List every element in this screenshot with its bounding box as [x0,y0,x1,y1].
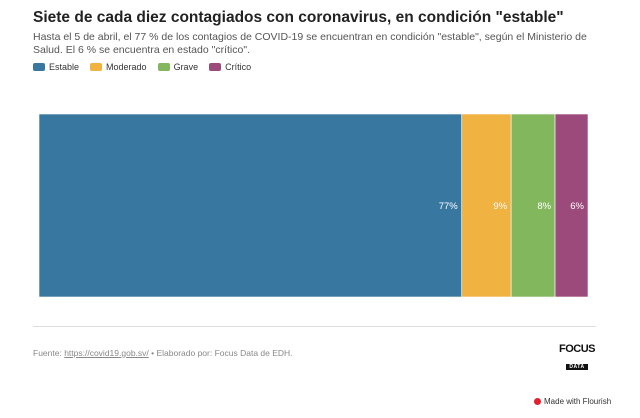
legend-item-estable[interactable]: Estable [33,62,79,72]
legend-item-critico[interactable]: Crítico [209,62,251,72]
legend-label-moderado: Moderado [106,62,147,72]
legend-item-grave[interactable]: Grave [157,62,199,72]
source-prefix: Fuente: [33,348,65,358]
legend-swatch-critico [209,63,222,71]
bar-segment-moderado[interactable] [461,113,512,298]
legend-item-moderado[interactable]: Moderado [90,62,147,72]
legend: Estable Moderado Grave Crítico [33,62,251,72]
data-label-estable: 77% [439,201,459,212]
flourish-icon [534,398,541,405]
bar-segment-estable[interactable] [38,113,463,298]
logo-sub-text: DATA [566,364,588,370]
focus-data-logo: FOCUS DATA [558,344,596,373]
legend-swatch-estable [33,63,45,71]
data-label-moderado: 9% [493,201,507,212]
legend-label-grave: Grave [173,62,199,72]
data-label-grave: 8% [537,201,551,212]
source-note: Fuente: https://covid19.gob.sv/ • Elabor… [33,348,293,358]
legend-label-critico: Crítico [225,62,252,72]
legend-label-estable: Estable [49,62,80,72]
chart-subtitle: Hasta el 5 de abril, el 77 % de los cont… [33,31,587,56]
chart-title: Siete de cada diez contagiados con coron… [33,9,564,26]
bar-segment-grave[interactable] [510,113,556,298]
data-label-crítico: 6% [570,201,584,212]
bar-segment-crítico[interactable] [554,113,589,298]
source-suffix: • Elaborado por: Focus Data de EDH. [148,348,293,358]
legend-swatch-grave [157,63,170,71]
logo-main-text: FOCUS [559,343,596,355]
made-with-flourish-link[interactable]: Made with Flourish [534,397,611,406]
source-link[interactable]: https://covid19.gob.sv/ [64,348,149,358]
flourish-label: Made with Flourish [544,397,612,406]
legend-swatch-moderado [90,63,103,71]
footer-divider [33,326,596,327]
